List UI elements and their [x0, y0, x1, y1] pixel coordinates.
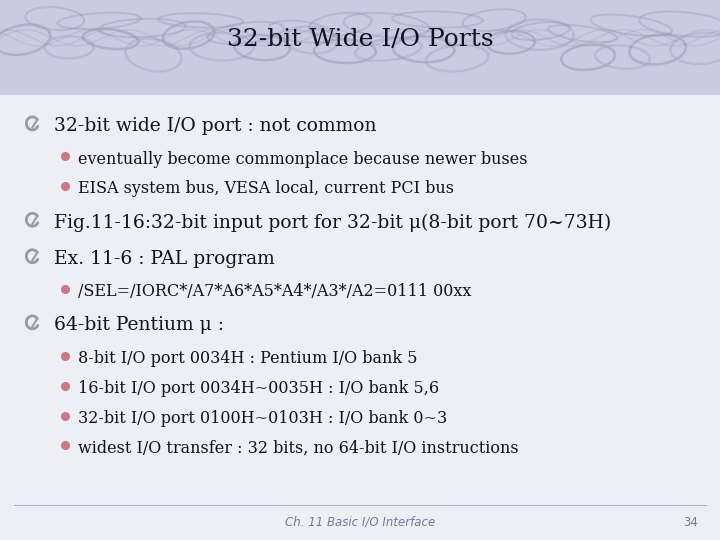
Text: Ch. 11 Basic I/O Interface: Ch. 11 Basic I/O Interface: [285, 516, 435, 529]
Text: Ex. 11-6 : PAL program: Ex. 11-6 : PAL program: [54, 250, 275, 268]
Text: 32-bit wide I/O port : not common: 32-bit wide I/O port : not common: [54, 117, 377, 135]
Text: 32-bit Wide I/O Ports: 32-bit Wide I/O Ports: [227, 28, 493, 51]
Text: 34: 34: [683, 516, 698, 529]
Text: /SEL=/IORC*/A7*A6*A5*A4*/A3*/A2=0111 00xx: /SEL=/IORC*/A7*A6*A5*A4*/A3*/A2=0111 00x…: [78, 283, 471, 300]
Text: eventually become commonplace because newer buses: eventually become commonplace because ne…: [78, 151, 527, 167]
Text: 16-bit I/O port 0034H~0035H : I/O bank 5,6: 16-bit I/O port 0034H~0035H : I/O bank 5…: [78, 380, 439, 397]
Text: EISA system bus, VESA local, current PCI bus: EISA system bus, VESA local, current PCI…: [78, 180, 454, 197]
Text: Fig.11-16:32-bit input port for 32-bit μ(8-bit port 70~73H): Fig.11-16:32-bit input port for 32-bit μ…: [54, 213, 611, 232]
Text: 8-bit I/O port 0034H : Pentium I/O bank 5: 8-bit I/O port 0034H : Pentium I/O bank …: [78, 350, 418, 367]
Text: widest I/O transfer : 32 bits, no 64-bit I/O instructions: widest I/O transfer : 32 bits, no 64-bit…: [78, 440, 518, 456]
Bar: [0, 94, 720, 540]
Text: 64-bit Pentium μ :: 64-bit Pentium μ :: [54, 316, 224, 334]
Bar: [0, 0, 720, 94]
Text: 32-bit I/O port 0100H~0103H : I/O bank 0~3: 32-bit I/O port 0100H~0103H : I/O bank 0…: [78, 410, 447, 427]
